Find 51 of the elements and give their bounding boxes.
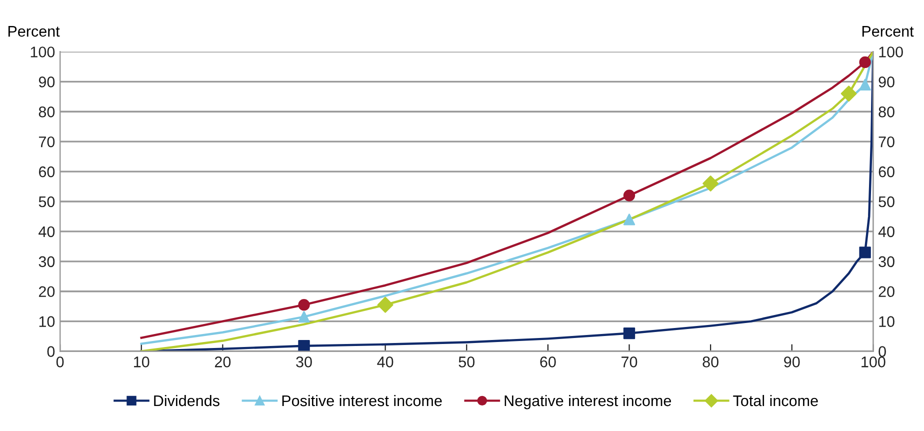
y2-tick-label: 10 <box>879 316 894 327</box>
point <box>298 310 310 323</box>
point <box>859 56 871 68</box>
y2-tick-label: 70 <box>878 136 894 148</box>
y-axis-title: Percent <box>8 26 60 37</box>
x-tick-label: 90 <box>784 356 800 368</box>
x-tick-label: 100 <box>862 356 886 368</box>
y-tick-label: 70 <box>38 136 55 148</box>
y2-tick-label: 40 <box>878 226 894 238</box>
x-tick-label: 40 <box>377 356 394 368</box>
point <box>859 246 871 258</box>
y2-tick-label: 90 <box>878 76 894 88</box>
legend-label: Negative interest income <box>504 394 671 410</box>
x-tick-label: 50 <box>458 356 475 368</box>
point <box>377 296 394 313</box>
legend-label: Positive interest income <box>282 394 442 406</box>
x-tick-label: 20 <box>214 356 231 368</box>
y-tick-label: 40 <box>38 226 55 238</box>
y2-tick-label: 80 <box>878 106 894 118</box>
point <box>623 190 636 202</box>
point <box>702 176 719 192</box>
y2-axis-title: Percent <box>862 26 914 37</box>
x-tick-label: 10 <box>134 356 150 368</box>
y-tick-label: 30 <box>38 256 55 268</box>
y-tick-label: 60 <box>38 166 55 178</box>
x-tick-label: 0 <box>56 356 64 368</box>
y-tick-label: 0 <box>47 346 55 357</box>
point <box>623 214 636 226</box>
point <box>623 327 636 340</box>
legend-label: Total income <box>733 394 818 406</box>
point <box>840 86 857 102</box>
point <box>298 298 310 311</box>
point <box>298 340 310 352</box>
x-tick-label: 30 <box>296 356 312 368</box>
legend-label: Dividends <box>154 394 220 406</box>
y2-tick-label: 50 <box>878 196 894 208</box>
y2-tick-label: 30 <box>878 256 894 268</box>
y-tick-label: 100 <box>30 46 55 58</box>
y-tick-label: 80 <box>38 106 55 118</box>
y-tick-label: 90 <box>38 76 55 88</box>
y2-tick-label: 0 <box>878 346 886 357</box>
x-tick-label: 70 <box>622 356 638 368</box>
y-tick-label: 50 <box>38 196 55 208</box>
y2-tick-label: 100 <box>879 46 903 58</box>
y2-tick-label: 60 <box>878 166 894 178</box>
y-tick-label: 20 <box>38 286 55 298</box>
y-tick-label: 10 <box>39 316 55 327</box>
x-tick-label: 60 <box>540 356 556 368</box>
point <box>859 78 871 91</box>
y2-tick-label: 20 <box>878 286 894 298</box>
x-tick-label: 80 <box>702 356 718 368</box>
